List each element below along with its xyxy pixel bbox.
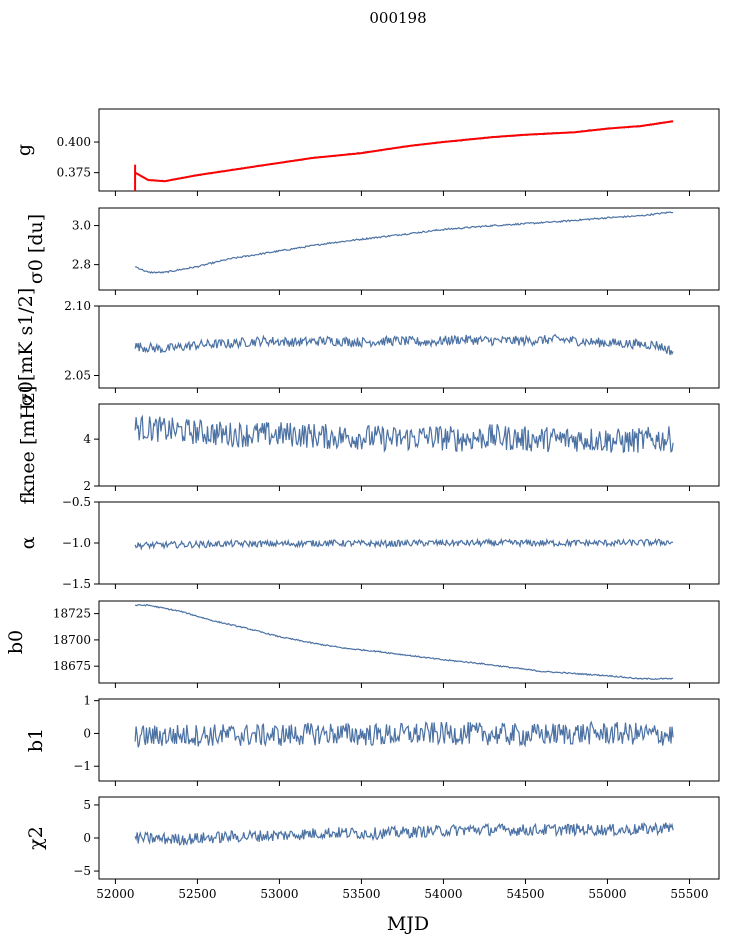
y-axis-label: b0: [5, 630, 27, 654]
y-tick-label: −0.5: [62, 495, 91, 509]
series-line: [134, 211, 674, 274]
plot-frame: [98, 108, 720, 192]
series-line: [134, 333, 674, 356]
x-tick-label: 54000: [424, 887, 462, 901]
y-tick-label: 18725: [53, 607, 91, 621]
x-tick-label: 55000: [588, 887, 626, 901]
y-tick-label: −1: [73, 759, 91, 773]
y-axis-label: σ0 [du]: [25, 214, 47, 284]
y-tick-label: 2.10: [64, 299, 91, 313]
series-line: [134, 537, 674, 551]
y-axis-label: α: [17, 536, 39, 549]
series-line: [134, 603, 674, 681]
x-tick-label: 54500: [506, 887, 544, 901]
figure-title: 000198: [369, 9, 426, 27]
y-tick-label: 2.8: [72, 258, 91, 272]
y-tick-label: −5: [73, 864, 91, 878]
x-tick-label: 55500: [670, 887, 708, 901]
plot-frame: [98, 698, 720, 782]
x-axis-label: MJD: [387, 913, 429, 935]
y-axis-label: b1: [25, 728, 47, 752]
plot-frame: [98, 207, 720, 291]
y-axis-label: g: [13, 144, 35, 156]
y-tick-label: 2: [83, 479, 91, 493]
y-tick-label: 2.05: [64, 368, 91, 382]
x-tick-label: 52500: [178, 887, 216, 901]
plot-frame: [98, 403, 720, 487]
y-axis-label: χ2: [25, 826, 47, 850]
y-tick-label: 1: [83, 694, 91, 708]
y-tick-label: 0: [83, 726, 91, 740]
y-tick-label: −1.0: [62, 536, 91, 550]
x-tick-label: 53500: [342, 887, 380, 901]
y-axis-label: σ0[mK s1/2]: [15, 288, 37, 406]
plot-frame: [98, 305, 720, 389]
series-line: [134, 821, 674, 846]
series-line: [134, 414, 674, 454]
y-axis-label: fknee [mHz]: [17, 386, 39, 505]
x-tick-label: 52000: [96, 887, 134, 901]
y-tick-label: −1.5: [62, 577, 91, 591]
y-tick-label: 18700: [53, 633, 91, 647]
y-tick-label: 3.0: [72, 219, 91, 233]
fit-line: [134, 120, 674, 183]
y-tick-label: 0.375: [57, 166, 91, 180]
y-tick-label: 4: [83, 432, 91, 446]
y-tick-label: 18675: [53, 659, 91, 673]
y-tick-label: 0.400: [57, 135, 91, 149]
y-tick-label: 0: [83, 831, 91, 845]
plot-frame: [98, 600, 720, 684]
x-tick-label: 53000: [260, 887, 298, 901]
y-tick-label: 5: [83, 798, 91, 812]
series-line: [134, 720, 674, 748]
